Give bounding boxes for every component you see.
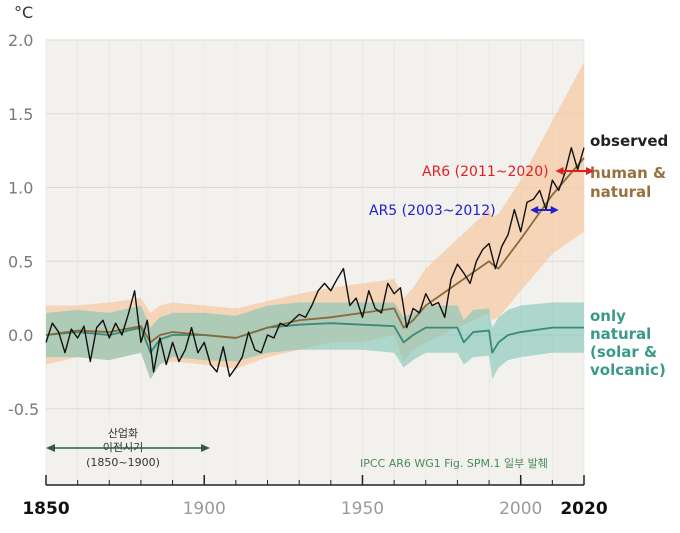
y-tick-label: 2.0 xyxy=(8,31,33,50)
assessment-period-annotations: AR6 (2011~2020) AR5 (2003~2012) xyxy=(369,164,594,219)
preindustrial-range: (1850~1900) xyxy=(86,456,160,469)
ar5-arrow-head-right xyxy=(550,206,559,214)
unit-label: °C xyxy=(14,3,33,22)
legend-observed: observed xyxy=(590,132,668,150)
series-line-only xyxy=(45,322,584,354)
legend-human-natural: human & xyxy=(590,164,666,182)
uncertainty-bands xyxy=(46,62,584,380)
ar6-arrow-head-left xyxy=(555,167,564,175)
series-line-human xyxy=(45,157,585,344)
series-line-observed xyxy=(45,146,585,377)
x-tick-label: 2020 xyxy=(560,499,607,519)
y-tick-label: 1.5 xyxy=(8,105,33,124)
legend-human-natural: natural xyxy=(590,183,651,201)
legend-only-natural: natural xyxy=(590,325,651,343)
preindustrial-line1: 산업화 xyxy=(108,427,138,440)
ar6-label: AR6 (2011~2020) xyxy=(422,164,549,180)
y-tick-label: 1.0 xyxy=(8,179,33,198)
x-tick-label: 1900 xyxy=(183,499,226,519)
preindustrial-arrow xyxy=(46,444,210,452)
x-tick-label: 1950 xyxy=(341,499,384,519)
y-tick-label: -0.5 xyxy=(8,400,39,419)
x-tick-label: 1850 xyxy=(22,499,69,519)
series-lines xyxy=(45,146,585,377)
axis-ticks: 2.0 1.5 1.0 0.5 0.0 -0.5 1850 1900 1950 2000 2020 xyxy=(8,31,608,519)
preindustrial-arrow-right xyxy=(201,444,210,452)
band-human xyxy=(46,62,584,380)
y-tick-label: 0.0 xyxy=(8,326,33,345)
preindustrial-arrow-left xyxy=(46,444,55,452)
x-tick-label: 2000 xyxy=(499,499,542,519)
ar5-label: AR5 (2003~2012) xyxy=(369,203,496,219)
source-note: IPCC AR6 WG1 Fig. SPM.1 일부 발췌 xyxy=(360,456,548,470)
preindustrial-box xyxy=(78,420,168,472)
legend-only-natural: (solar & xyxy=(590,343,657,361)
ar6-arrow-head-right xyxy=(586,167,594,175)
y-tick-label: 0.5 xyxy=(8,252,33,271)
legend-only-natural: only xyxy=(590,307,626,325)
ar5-arrow-head-left xyxy=(530,206,539,214)
band-only xyxy=(46,302,584,380)
legend-only-natural: volcanic) xyxy=(590,361,666,379)
preindustrial-annotation: 산업화 이전시기 (1850~1900) xyxy=(46,420,210,472)
